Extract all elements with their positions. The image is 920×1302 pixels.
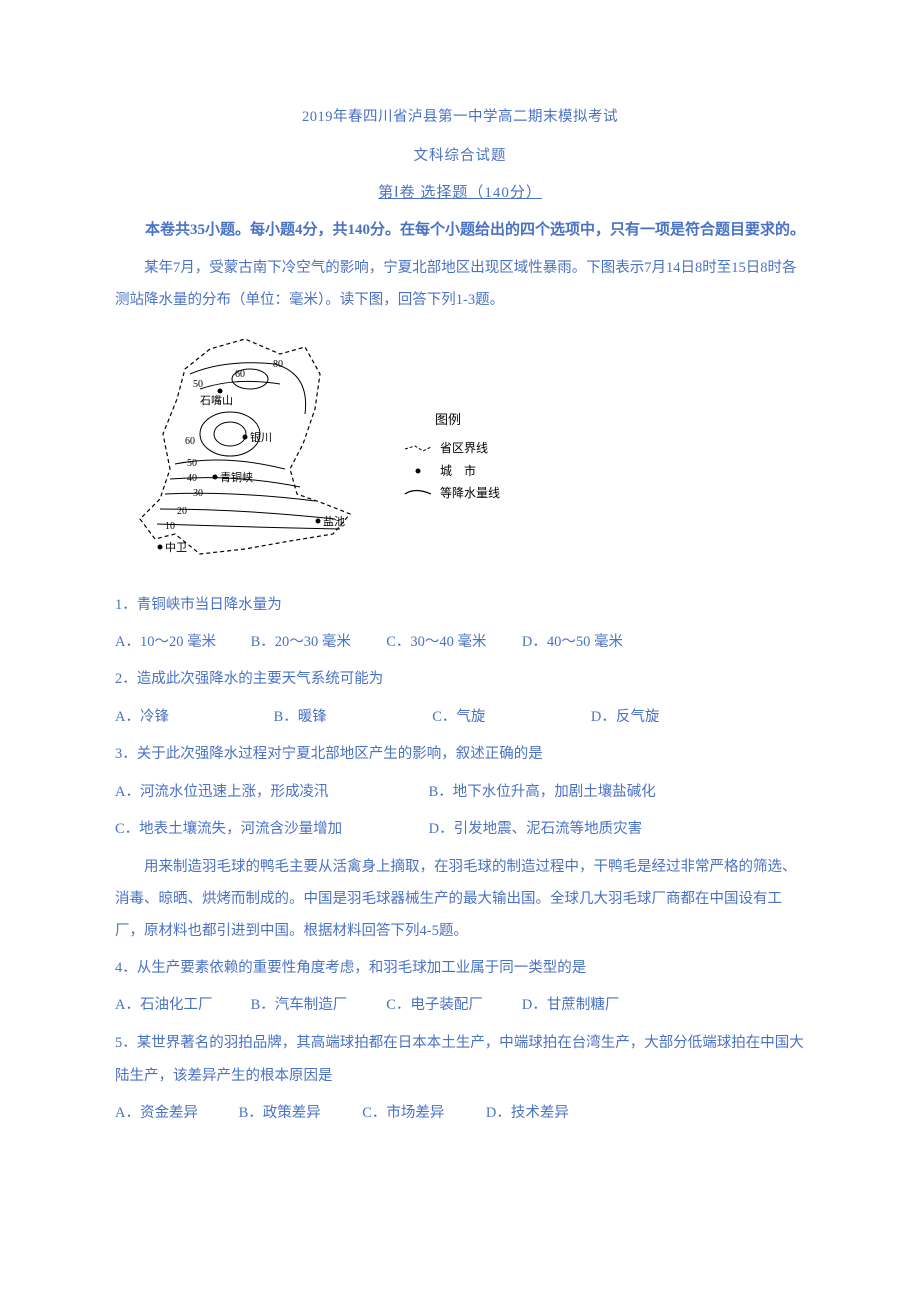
city-label: 中卫: [165, 541, 187, 554]
passage-1: 某年7月，受蒙古南下冷空气的影响，宁夏北部地区出现区域性暴雨。下图表示7月14日…: [115, 253, 805, 317]
isoline: [214, 422, 246, 446]
city-label: 石嘴山: [200, 394, 233, 407]
q1-options: A．10～20 毫米 B．20～30 毫米 C．30～40 毫米 D．40～50…: [115, 626, 805, 659]
q1-option-b: B．20～30 毫米: [251, 626, 383, 659]
city-marker: [218, 388, 223, 393]
legend-isoline-icon: [405, 490, 431, 494]
isoline-label: 60: [185, 436, 195, 447]
q4-options: A．石油化工厂 B．汽车制造厂 C．电子装配厂 D．甘蔗制糖厂: [115, 989, 805, 1022]
q2-option-a: A．冷锋: [115, 701, 270, 734]
q5-option-c: C．市场差异: [362, 1097, 482, 1130]
isoline: [157, 524, 340, 529]
isoline-label: 10: [165, 521, 175, 532]
q1-option-d: D．40～50 毫米: [522, 626, 623, 659]
city-label: 银川: [250, 430, 272, 444]
precipitation-map-svg: 50 60 80 60 50 40 30 20 10 石嘴山 银川 青铜峡 盐池…: [115, 329, 545, 579]
instructions-text: 本卷共35小题。每小题4分，共140分。在每个小题给出的四个选项中，只有一项是符…: [115, 214, 805, 247]
city-marker: [158, 544, 163, 549]
q4-option-a: A．石油化工厂: [115, 989, 247, 1022]
q5-options: A．资金差异 B．政策差异 C．市场差异 D．技术差异: [115, 1097, 805, 1130]
isoline-label: 20: [177, 506, 187, 517]
q1-stem: 1．青铜峡市当日降水量为: [115, 589, 805, 622]
q1-option-a: A．10～20 毫米: [115, 626, 247, 659]
q5-option-b: B．政策差异: [239, 1097, 359, 1130]
isoline-label: 40: [187, 473, 197, 484]
legend-title: 图例: [435, 412, 461, 427]
q1-option-c: C．30～40 毫米: [386, 626, 518, 659]
q4-option-c: C．电子装配厂: [386, 989, 518, 1022]
legend-boundary-icon: [405, 446, 431, 451]
exam-title: 2019年春四川省泸县第一中学高二期末模拟考试: [115, 105, 805, 126]
legend-item-label: 城 市: [440, 463, 476, 478]
city-label: 盐池: [323, 515, 345, 528]
q2-stem: 2．造成此次强降水的主要天气系统可能为: [115, 663, 805, 696]
legend-city-icon: [416, 468, 421, 473]
passage-2: 用来制造羽毛球的鸭毛主要从活禽身上摘取，在羽毛球的制造过程中，干鸭毛是经过非常严…: [115, 852, 805, 948]
q5-option-a: A．资金差异: [115, 1097, 235, 1130]
city-label: 青铜峡: [220, 470, 253, 484]
map-figure: 50 60 80 60 50 40 30 20 10 石嘴山 银川 青铜峡 盐池…: [115, 329, 805, 579]
q3-stem: 3．关于此次强降水过程对宁夏北部地区产生的影响，叙述正确的是: [115, 738, 805, 771]
exam-page: 2019年春四川省泸县第一中学高二期末模拟考试 文科综合试题 第Ⅰ卷 选择题（1…: [0, 0, 920, 1302]
q2-option-b: B．暖锋: [274, 701, 429, 734]
q3-options-row2: C．地表土壤流失，河流含沙量增加 D．引发地震、泥石流等地质灾害: [115, 813, 805, 846]
city-marker: [316, 518, 321, 523]
q4-stem: 4．从生产要素依赖的重要性角度考虑，和羽毛球加工业属于同一类型的是: [115, 952, 805, 985]
legend-item-label: 等降水量线: [440, 486, 500, 500]
isoline: [165, 493, 315, 501]
isoline-label: 50: [187, 458, 197, 469]
isoline-label: 50: [193, 379, 203, 390]
q2-option-d: D．反气旋: [591, 701, 659, 734]
isoline-label: 30: [193, 488, 203, 499]
q3-options-row1: A．河流水位迅速上涨，形成凌汛 B．地下水位升高，加剧土壤盐碱化: [115, 776, 805, 809]
q4-option-d: D．甘蔗制糖厂: [522, 989, 619, 1022]
legend-item-label: 省区界线: [440, 441, 488, 455]
q5-stem: 5．某世界著名的羽拍品牌，其高端球拍都在日本本土生产，中端球拍在台湾生产，大部分…: [115, 1027, 805, 1094]
section-header: 第Ⅰ卷 选择题（140分）: [115, 181, 805, 202]
q3-option-a: A．河流水位迅速上涨，形成凌汛: [115, 776, 425, 809]
city-marker: [243, 434, 248, 439]
isoline-label: 80: [273, 359, 283, 370]
city-marker: [213, 474, 218, 479]
q3-option-c: C．地表土壤流失，河流含沙量增加: [115, 813, 425, 846]
q3-option-d: D．引发地震、泥石流等地质灾害: [429, 813, 642, 846]
q4-option-b: B．汽车制造厂: [251, 989, 383, 1022]
q3-option-b: B．地下水位升高，加剧土壤盐碱化: [429, 776, 656, 809]
q2-option-c: C．气旋: [432, 701, 587, 734]
isoline-label: 60: [235, 369, 245, 380]
q5-option-d: D．技术差异: [486, 1097, 569, 1130]
q2-options: A．冷锋 B．暖锋 C．气旋 D．反气旋: [115, 701, 805, 734]
exam-subtitle: 文科综合试题: [115, 144, 805, 165]
